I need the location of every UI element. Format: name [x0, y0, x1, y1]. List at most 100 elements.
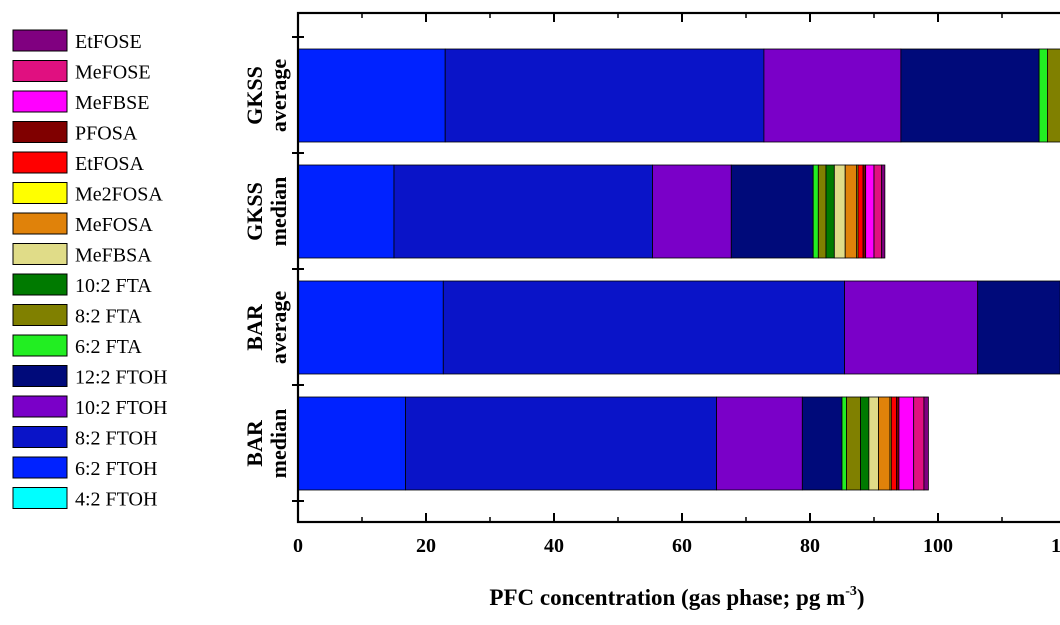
bar-segment: [405, 396, 717, 491]
bar-segment: [844, 164, 858, 259]
category-label-line: median: [266, 177, 291, 247]
legend-label: 10:2 FTOH: [75, 397, 167, 419]
bar-segment: [1047, 48, 1060, 143]
bar-segment: [881, 164, 886, 259]
x-tick-label: 40: [544, 535, 564, 557]
legend-item: 10:2 FTA: [12, 273, 152, 297]
x-tick-label: 0: [293, 535, 303, 557]
legend-item: 6:2 FTOH: [12, 456, 157, 480]
legend-item: MeFBSE: [12, 90, 149, 114]
legend-label: 6:2 FTA: [75, 336, 142, 358]
bar-segment: [297, 396, 406, 491]
bar-segment: [900, 48, 1040, 143]
category-label-line: BAR: [242, 303, 267, 351]
x-tick-label: 80: [800, 535, 820, 557]
legend-swatch: [12, 243, 68, 265]
category-label-line: GKSS: [242, 66, 267, 125]
legend-item: EtFOSE: [12, 29, 142, 53]
bar-segment: [865, 164, 875, 259]
legend-label: EtFOSA: [75, 153, 144, 175]
legend-swatch: [12, 60, 68, 82]
legend-item: 4:2 FTOH: [12, 487, 157, 511]
bar-segment: [297, 280, 444, 375]
legend-swatch: [12, 273, 68, 296]
category-label: GKSS average: [242, 59, 291, 133]
bar-segment: [923, 396, 929, 491]
x-axis-title: PFC concentration (gas phase; pg m-3): [489, 584, 864, 610]
bar-segment: [444, 48, 765, 143]
legend-item: MeFOSE: [12, 60, 151, 84]
x-tick-label: 60: [672, 535, 692, 557]
legend-swatch: [12, 121, 68, 143]
legend-swatch: [12, 304, 68, 326]
bar-segment: [977, 280, 1060, 375]
legend-swatch: [12, 456, 68, 479]
axes: 020406080100120140: [292, 11, 1060, 557]
category-label: BAR average: [242, 291, 291, 365]
legend-label: PFOSA: [75, 123, 138, 145]
bar-segment: [860, 396, 870, 491]
legend-swatch: [12, 334, 68, 357]
legend-swatch: [12, 151, 68, 174]
legend-item: 10:2 FTOH: [12, 395, 167, 419]
legend-label: 8:2 FTOH: [75, 428, 157, 450]
bar-segment: [844, 280, 979, 375]
category-label: GKSS median: [242, 177, 291, 247]
legend-label: MeFOSA: [75, 214, 153, 236]
bar-segment: [857, 164, 864, 259]
legend: EtFOSE MeFOSE MeFBSE PFOSA EtFOSA Me2FOSA MeFO…: [12, 29, 167, 511]
legend-label: 12:2 FTOH: [75, 367, 167, 389]
category-label-line: GKSS: [242, 182, 267, 241]
bar-segment: [763, 48, 902, 143]
legend-label: 6:2 FTOH: [75, 458, 157, 480]
legend-swatch: [12, 365, 68, 387]
legend-swatch: [12, 487, 68, 509]
x-tick-label: 100: [923, 535, 953, 557]
legend-item: PFOSA: [12, 121, 138, 145]
legend-item: MeFOSA: [12, 212, 153, 236]
category-label-line: average: [266, 59, 291, 133]
bar-segment: [841, 396, 847, 491]
legend-swatch: [12, 212, 68, 235]
bar-segment: [442, 280, 845, 375]
legend-label: 10:2 FTA: [75, 275, 152, 297]
legend-label: 4:2 FTOH: [75, 489, 157, 511]
bar-segment: [652, 164, 732, 259]
legend-item: 6:2 FTA: [12, 334, 142, 358]
bar-segment: [297, 164, 395, 259]
plot-frame: [296, 11, 1060, 524]
bar-segment: [817, 164, 827, 259]
legend-swatch: [12, 426, 68, 448]
legend-swatch: [12, 29, 68, 52]
legend-swatch: [12, 90, 68, 113]
bar-segment: [801, 396, 843, 491]
x-tick-label: 120: [1051, 535, 1060, 557]
legend-label: MeFBSE: [75, 92, 149, 114]
bar-segment: [873, 164, 883, 259]
legend-item: 8:2 FTA: [12, 304, 142, 328]
legend-label: MeFOSE: [75, 62, 151, 84]
legend-item: EtFOSA: [12, 151, 144, 175]
bar-segment: [890, 396, 897, 491]
legend-swatch: [12, 395, 68, 418]
category-label: BAR median: [242, 409, 291, 479]
bar-segment: [297, 48, 446, 143]
bar-segment: [393, 164, 653, 259]
bar-segment: [812, 164, 819, 259]
legend-label: MeFBSA: [75, 245, 152, 267]
legend-label: 8:2 FTA: [75, 306, 142, 328]
category-label-line: median: [266, 409, 291, 479]
bar-segment: [878, 396, 891, 491]
bars: [297, 48, 1060, 491]
bar-segment: [716, 396, 803, 491]
bar-segment: [833, 164, 846, 259]
legend-item: Me2FOSA: [12, 182, 163, 206]
bar-segment: [1038, 48, 1048, 143]
legend-label: EtFOSE: [75, 31, 142, 53]
bar-segment: [730, 164, 814, 259]
bar-segment: [868, 396, 879, 491]
legend-item: 12:2 FTOH: [12, 365, 167, 389]
x-tick-label: 20: [416, 535, 436, 557]
